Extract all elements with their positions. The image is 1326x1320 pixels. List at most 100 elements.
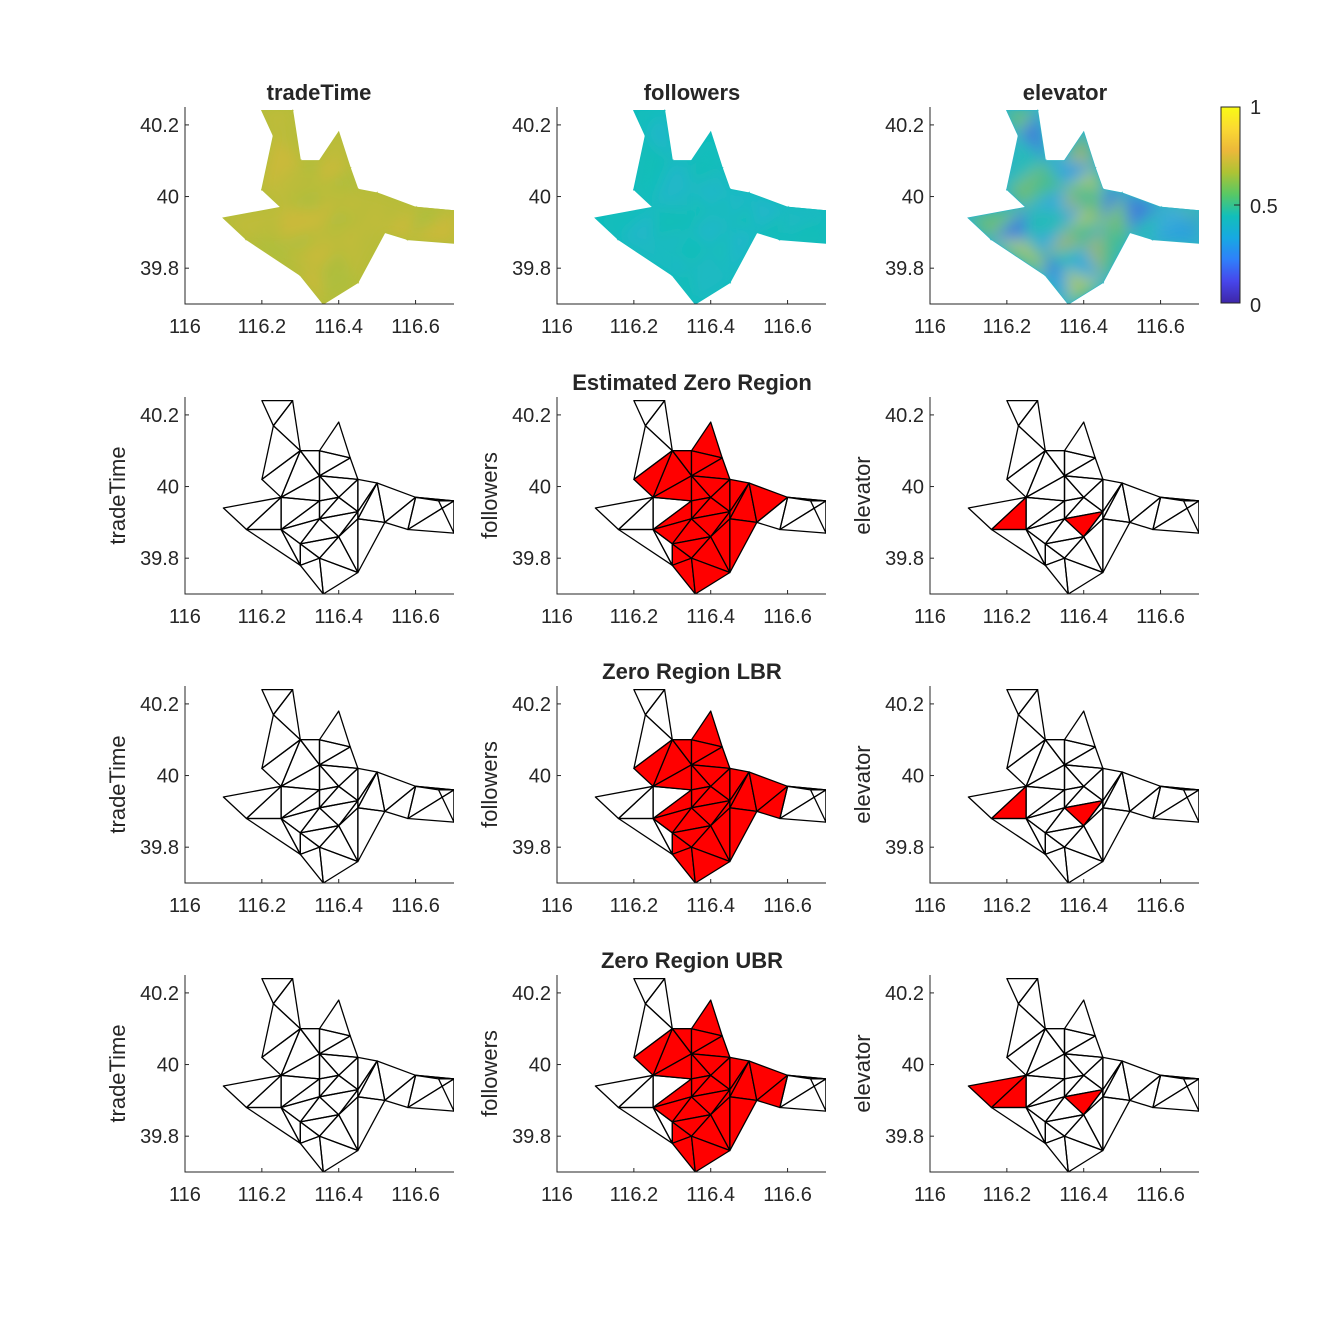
mesh-triangle [338,799,359,827]
heatmap-shade-patch [1026,160,1065,208]
y-tick-label: 40.2 [885,115,924,137]
mesh-triangle [1063,1114,1104,1152]
heatmap-shade-patch [1064,246,1103,283]
heatmap-shade-patch [1102,228,1130,283]
mesh-triangle [318,557,359,594]
mesh-triangle [1025,475,1066,502]
mesh-triangle [1063,1135,1104,1172]
x-tick-label: 116 [541,1184,573,1206]
heatmap-shade-patch [1064,167,1103,190]
heatmap-shade-patch [281,185,320,211]
mesh-triangle [1006,1003,1046,1059]
heatmap-shade-patch [1064,268,1103,304]
mesh-triangle [261,1028,301,1076]
heatmap-shade-patch [968,207,1027,240]
subplot-r4-c1: 39.8 40 40.2 116 116.2 116.4 116.6 tradeTime [105,975,454,1206]
x-tick-label: 116.6 [763,1184,812,1206]
subplot-r4-c3: 39.8 40 40.2 116 116.2 116.4 116.6 elevator [850,975,1199,1206]
mesh-tradeTime [222,399,454,594]
heatmap-shade-patch [1064,185,1103,208]
heatmap-shade-patch [1152,210,1199,244]
zero-region-triangle [690,846,731,883]
y-tick-label: 40.2 [140,694,179,716]
mesh-triangle [1025,739,1066,787]
heatmap-shade-patch [300,228,339,254]
heatmap-shade-patch [710,189,730,222]
heatmap-shade-patch [246,207,282,240]
mesh-triangle [318,1135,359,1172]
x-tick-label: 116.4 [1059,1184,1108,1206]
mesh-triangle [318,764,359,787]
heatmap-shade-patch [672,228,711,254]
mesh-triangle [384,496,417,531]
mesh-triangle [1025,1078,1066,1109]
mesh-triangle [1182,789,1199,823]
heatmap-shade-patch [1102,193,1130,233]
subplot-r4-c2: 39.8 40 40.2 116 116.2 116.4 116.6 followers [477,975,826,1206]
mesh-triangle [261,977,294,1005]
mesh-triangle [318,475,359,498]
heatmap-shade-patch [281,160,320,208]
y-tick-label: 40.2 [512,694,551,716]
heatmap-shade-patch [672,253,692,276]
mesh-triangle [1063,999,1096,1037]
heatmap-shade-patch [729,189,750,222]
mesh-triangle [1083,478,1104,513]
heatmap-shade-patch [357,193,385,233]
mesh-triangle [338,1056,359,1091]
mesh-triangle [245,528,301,566]
column-title-followers: followers [644,80,741,105]
x-tick-label: 116.2 [983,606,1032,628]
mesh-triangle [1006,1028,1046,1076]
mesh-triangle [1063,450,1096,477]
heatmap-shade-patch [300,268,324,304]
x-tick-label: 116.4 [314,895,363,917]
mesh-triangle [338,518,359,574]
mesh-triangle [1063,536,1104,574]
mesh-triangle [809,500,826,534]
heatmap-shade-patch [1102,189,1123,222]
mesh-triangle [1044,825,1085,848]
x-tick-label: 116.4 [314,316,363,338]
heatmap-shade-patch [1045,228,1084,254]
mesh-triangle [644,399,673,452]
heatmap-shade-patch [1006,135,1046,190]
y-axis-label-followers: followers [477,1030,502,1117]
mesh-triangle [1129,1074,1162,1109]
mesh-triangle [1063,421,1096,459]
x-tick-label: 116.2 [983,316,1032,338]
mesh-triangle [1025,817,1046,855]
y-tick-label: 40.2 [885,983,924,1005]
x-tick-label: 116.2 [610,1184,659,1206]
mesh-triangle [1063,1028,1096,1055]
y-axis-label-followers: followers [477,452,502,539]
x-tick-label: 116 [169,316,201,338]
mesh-triangle [809,1078,826,1112]
colorbar-tick-0-5: 0.5 [1250,196,1278,218]
mesh-triangle [633,399,666,427]
y-tick-label: 40.2 [140,405,179,427]
heatmap-shade-patch [319,167,358,190]
mesh-triangle [318,825,359,863]
x-tick-label: 116.2 [983,1184,1032,1206]
x-tick-label: 116.2 [238,895,287,917]
heatmap-shade-patch [787,207,826,211]
heatmap-shade-patch [691,246,730,283]
mesh-triangle [990,817,1046,855]
x-tick-label: 116.4 [1059,316,1108,338]
heatmap-shade-patch [1026,185,1065,211]
y-tick-label: 39.8 [140,837,179,859]
heatmap-shade-patch [653,207,692,240]
row-title-estimated-zero-region: Estimated Zero Region [572,370,812,395]
zero-region-triangle [729,1096,758,1152]
heatmap-shade-patch [319,160,351,186]
heatmap-shade-patch [691,132,723,168]
subplot-r1-c3: 39.8 40 40.2 116 116.2 116.4 116.6 [885,107,1199,338]
x-tick-label: 116 [541,606,573,628]
x-tick-label: 116.2 [238,1184,287,1206]
mesh-triangle [272,399,301,452]
heatmap-shade-patch [261,110,293,136]
mesh-elevator [967,977,1199,1172]
heatmap-shade-patch [1064,185,1084,211]
